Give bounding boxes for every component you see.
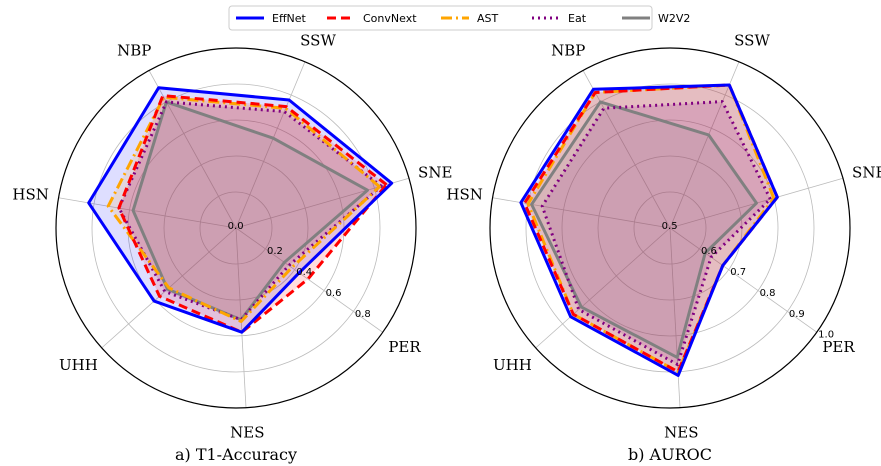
grid-spoke (235, 61, 306, 229)
category-label-per: PER (388, 338, 421, 356)
series-fill-convnext (524, 85, 778, 372)
grid-spoke (148, 70, 237, 229)
category-label-nbp: NBP (551, 41, 585, 59)
radial-tick-label: 0.6 (701, 246, 717, 257)
grid-spoke (669, 227, 817, 333)
legend-label-effnet: EffNet (272, 12, 307, 25)
series-line-ast (106, 95, 382, 323)
radial-tick-label: 0.4 (296, 267, 312, 278)
series-fill-convnext (118, 95, 387, 333)
grid-spoke (582, 70, 671, 229)
series-fill-effnet (88, 87, 392, 333)
category-label-uhh: UHH (493, 356, 532, 374)
radial-tick-label: 0.0 (228, 221, 244, 232)
radial-tick-label: 0.5 (662, 221, 678, 232)
series-fill-w2v2 (133, 101, 368, 320)
legend-label-ast: AST (477, 12, 499, 25)
category-label-sne: SNE (418, 164, 452, 182)
radial-tick-label: 0.8 (760, 288, 776, 299)
category-label-nes: NES (664, 424, 698, 442)
series-line-w2v2 (131, 100, 369, 322)
series-fill-ast (528, 85, 774, 372)
series-fill-eat (542, 101, 771, 365)
radial-tick-label: 1.0 (818, 330, 834, 341)
series-fill-w2v2 (531, 101, 757, 358)
legend-label-eat: Eat (568, 12, 587, 25)
radial-tick-label: 0.7 (730, 267, 746, 278)
grid-spoke (235, 227, 383, 333)
grid-spoke (535, 227, 671, 349)
legend: EffNet ConvNext AST Eat W2V2 (228, 5, 690, 31)
category-label-nes: NES (230, 424, 264, 442)
polar-frame (489, 47, 851, 409)
category-label-ssw: SSW (300, 32, 336, 50)
category-label-sne: SNE (852, 164, 881, 182)
grid-ring (163, 155, 309, 301)
series-line-eat (540, 100, 772, 367)
series-line-convnext (117, 94, 388, 334)
series-line-effnet (519, 83, 779, 377)
radar-panel-t1-accuracy: 0.0 0.2 0.4 0.6 0.8 SNE SSW NBP HSN UHH NES PER a) T… (12, 32, 452, 464)
category-label-hsn: HSN (12, 186, 48, 204)
panel-title: b) AUROC (628, 445, 712, 464)
category-label-hsn: HSN (446, 186, 482, 204)
radial-tick-label: 0.8 (355, 309, 371, 320)
series-line-w2v2 (530, 100, 758, 359)
polar-frame (55, 47, 417, 409)
radial-tick-label: 0.2 (267, 246, 283, 257)
grid-spoke (669, 227, 681, 408)
radial-tick-label: 0.9 (789, 309, 805, 320)
grid-ring (91, 83, 381, 373)
grid-spoke (669, 61, 740, 229)
series-fill-ast (108, 97, 380, 322)
panel-title: a) T1-Accuracy (175, 445, 297, 464)
series-fill-eat (118, 101, 382, 320)
grid-ring (633, 191, 707, 265)
legend-frame (228, 5, 653, 31)
legend-label-convnext: ConvNext (363, 12, 417, 25)
grid-ring (199, 191, 273, 265)
category-label-uhh: UHH (59, 356, 98, 374)
category-label-ssw: SSW (734, 32, 770, 50)
radar-panel-auroc: 0.5 0.6 0.7 0.8 0.9 1.0 SNE SSW NBP HSN UHH NES PER b… (446, 32, 881, 464)
category-label-nbp: NBP (117, 41, 151, 59)
grid-ring (561, 119, 779, 337)
series-fill-effnet (520, 85, 778, 376)
category-label-per: PER (822, 338, 855, 356)
radial-tick-label: 0.6 (326, 288, 342, 299)
legend-label-w2v2: W2V2 (658, 12, 690, 25)
series-line-effnet (87, 86, 394, 334)
